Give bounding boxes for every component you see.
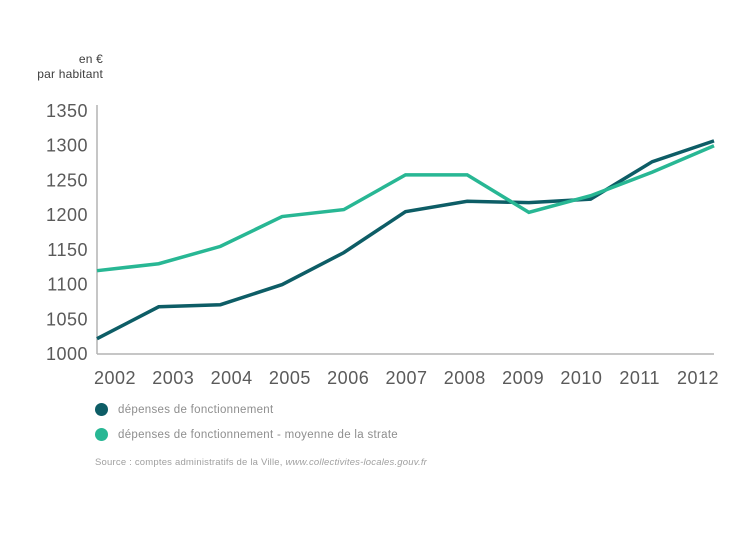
source-prefix: Source : comptes administratifs de la Vi… xyxy=(95,457,286,468)
legend-label-moyenne-strate: dépenses de fonctionnement - moyenne de … xyxy=(118,428,399,441)
y-tick-label: 1250 xyxy=(46,170,88,190)
x-tick-label: 2012 xyxy=(677,368,719,388)
legend-dot-depenses xyxy=(95,403,108,416)
x-tick-label: 2010 xyxy=(560,368,602,388)
legend-label-depenses: dépenses de fonctionnement xyxy=(118,403,274,416)
source-note: Source : comptes administratifs de la Vi… xyxy=(95,457,427,468)
y-tick-label: 1050 xyxy=(46,309,88,329)
x-tick-label: 2005 xyxy=(269,368,311,388)
y-tick-label: 1350 xyxy=(46,101,88,121)
y-tick-label: 1150 xyxy=(47,240,88,260)
y-tick-label: 1300 xyxy=(46,136,88,156)
chart-legend: dépenses de fonctionnement dépenses de f… xyxy=(95,397,398,447)
unit-label-line1: en € xyxy=(78,52,103,66)
y-tick-label: 1200 xyxy=(46,205,88,225)
x-tick-label: 2011 xyxy=(619,368,660,388)
legend-dot-moyenne-strate xyxy=(95,428,108,441)
source-url: www.collectivites-locales.gouv.fr xyxy=(285,457,428,468)
x-tick-label: 2002 xyxy=(94,368,136,388)
x-tick-label: 2003 xyxy=(152,368,194,388)
series-line-depenses xyxy=(96,139,715,341)
y-tick-label: 1000 xyxy=(46,344,88,364)
legend-item-moyenne-strate: dépenses de fonctionnement - moyenne de … xyxy=(95,422,398,447)
y-tick-label: 1100 xyxy=(47,275,88,295)
x-tick-label: 2008 xyxy=(444,368,486,388)
series-line-moyenne-strate xyxy=(96,144,715,273)
unit-label-line2: par habitant xyxy=(37,67,103,81)
legend-item-depenses: dépenses de fonctionnement xyxy=(95,397,398,422)
x-tick-label: 2004 xyxy=(211,368,253,388)
x-tick-label: 2006 xyxy=(327,368,369,388)
x-tick-label: 2009 xyxy=(502,368,544,388)
x-tick-label: 2007 xyxy=(385,368,427,388)
y-axis-unit-label: en € par habitant xyxy=(0,52,103,82)
